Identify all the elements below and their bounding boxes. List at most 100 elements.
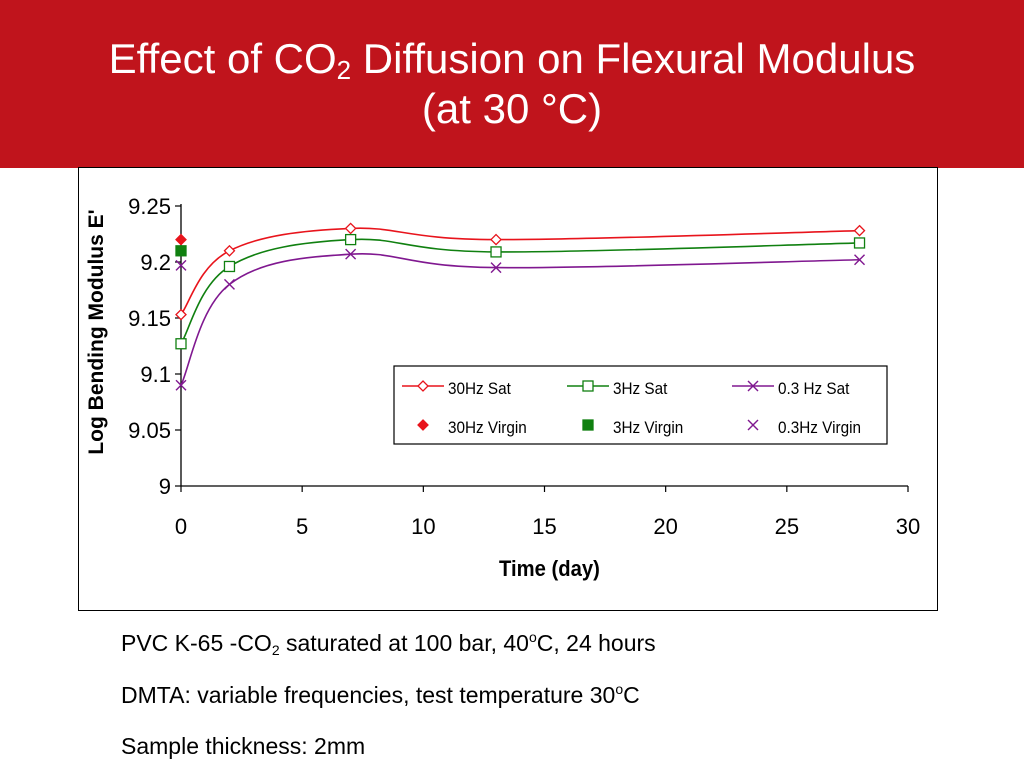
x-tick-label: 15 xyxy=(532,514,556,539)
legend-marker xyxy=(582,380,594,392)
x-tick-label: 30 xyxy=(896,514,920,539)
legend-item-0: 30Hz Sat xyxy=(402,379,511,398)
chart-frame: 9 9.05 9.1 9.15 9.2 9.25 0 5 10 15 20 25 30 Time (day… xyxy=(78,167,938,611)
legend-item-3: 30Hz Virgin xyxy=(417,418,527,437)
y-tick-label: 9.05 xyxy=(128,418,171,443)
y-tick-label: 9.1 xyxy=(140,362,171,387)
data-point xyxy=(223,260,236,273)
x-tick-label: 20 xyxy=(653,514,677,539)
note-1-sub: 2 xyxy=(271,642,280,658)
legend-marker xyxy=(747,419,759,431)
title-main: Effect of CO xyxy=(108,35,337,82)
marker-x-stroke xyxy=(345,248,357,260)
legend-item-1: 3Hz Sat xyxy=(567,379,668,398)
marker-diamond xyxy=(853,224,866,237)
note-line-3: Sample thickness: 2mm xyxy=(121,733,365,760)
marker-square xyxy=(175,338,187,350)
note-line-2: DMTA: variable frequencies, test tempera… xyxy=(121,682,640,709)
legend-box xyxy=(393,365,888,445)
legend-marker xyxy=(747,380,759,392)
data-point xyxy=(345,248,357,260)
series-line xyxy=(180,227,860,316)
series-3 xyxy=(175,233,187,246)
data-point xyxy=(175,338,187,350)
title-line2: (at 30 °C) xyxy=(421,85,603,132)
legend-label: 30Hz Sat xyxy=(448,379,511,398)
marker-square xyxy=(344,233,357,246)
series-4 xyxy=(175,245,187,257)
data-point xyxy=(490,246,502,258)
legend-marker xyxy=(582,419,594,431)
series-0 xyxy=(175,222,866,321)
marker-diamond xyxy=(490,233,502,246)
note-3-pre: Sample thickness: 2mm xyxy=(121,733,366,759)
data-point xyxy=(175,379,187,391)
marker-x-stroke xyxy=(175,379,187,391)
series-2 xyxy=(175,248,866,391)
marker-diamond xyxy=(175,308,187,321)
marker-x-stroke xyxy=(747,380,759,392)
legend-marker xyxy=(417,419,429,431)
x-tick-label: 5 xyxy=(296,514,308,539)
series-line xyxy=(180,238,860,345)
marker-square xyxy=(223,260,236,273)
x-tick-label: 10 xyxy=(411,514,435,539)
series-5 xyxy=(175,259,187,271)
series-1 xyxy=(175,233,866,350)
data-point xyxy=(223,278,235,290)
marker-diamond xyxy=(223,244,236,257)
note-line-1: PVC K-65 -CO2 saturated at 100 bar, 40oC… xyxy=(121,630,656,657)
legend-label: 3Hz Virgin xyxy=(613,418,683,437)
marker-x-stroke xyxy=(747,419,759,431)
legend-label: 30Hz Virgin xyxy=(448,418,527,437)
legend-item-4: 3Hz Virgin xyxy=(582,418,683,437)
data-point xyxy=(344,233,357,246)
legend-item-2: 0.3 Hz Sat xyxy=(732,379,850,398)
title-subscript: 2 xyxy=(336,55,352,85)
y-tick-label: 9 xyxy=(159,474,171,499)
data-point xyxy=(175,308,187,321)
data-point xyxy=(175,245,187,257)
note-1-post: C, 24 hours xyxy=(536,630,656,656)
marker-diamond xyxy=(417,419,429,431)
note-2-pre: DMTA: variable frequencies, test tempera… xyxy=(121,682,616,708)
legend-label: 3Hz Sat xyxy=(613,379,668,398)
note-2-post: C xyxy=(623,682,640,708)
data-point xyxy=(853,237,866,249)
data-point xyxy=(223,244,236,257)
marker-x-stroke xyxy=(223,278,235,290)
x-axis-label: Time (day) xyxy=(499,557,600,581)
legend-marker xyxy=(417,380,429,392)
data-point xyxy=(490,233,502,246)
x-tick-label: 25 xyxy=(775,514,799,539)
y-axis-label: Log Bending Modulus E' xyxy=(85,209,108,454)
chart: 9 9.05 9.1 9.15 9.2 9.25 0 5 10 15 20 25 30 Time (day… xyxy=(85,194,920,581)
note-2-sup: o xyxy=(615,681,624,697)
marker-diamond xyxy=(417,380,429,392)
data-point xyxy=(490,262,502,274)
marker-diamond xyxy=(344,222,357,235)
marker-square xyxy=(853,237,866,249)
marker-x-stroke xyxy=(490,262,502,274)
data-point xyxy=(344,222,357,235)
note-1-pre: PVC K-65 -CO xyxy=(121,630,272,656)
marker-square xyxy=(490,246,502,258)
data-point xyxy=(854,254,866,266)
note-1-mid: saturated at 100 bar, 40 xyxy=(279,630,529,656)
marker-square xyxy=(582,419,594,431)
marker-square xyxy=(175,245,187,257)
title-banner: Effect of CO2 Diffusion on Flexural Modu… xyxy=(0,0,1024,168)
data-point xyxy=(853,224,866,237)
series-line xyxy=(180,252,860,386)
data-point xyxy=(175,259,187,271)
marker-square xyxy=(582,380,594,392)
y-tick-label: 9.15 xyxy=(128,306,171,331)
note-1-sup: o xyxy=(528,629,537,645)
x-tick-label: 0 xyxy=(175,514,187,539)
legend-item-5: 0.3Hz Virgin xyxy=(747,418,861,437)
marker-diamond xyxy=(175,233,187,246)
legend-label: 0.3 Hz Sat xyxy=(778,379,850,398)
data-point xyxy=(175,233,187,246)
slide-title: Effect of CO2 Diffusion on Flexural Modu… xyxy=(0,34,1024,134)
title-rest: Diffusion on Flexural Modulus xyxy=(351,35,916,82)
